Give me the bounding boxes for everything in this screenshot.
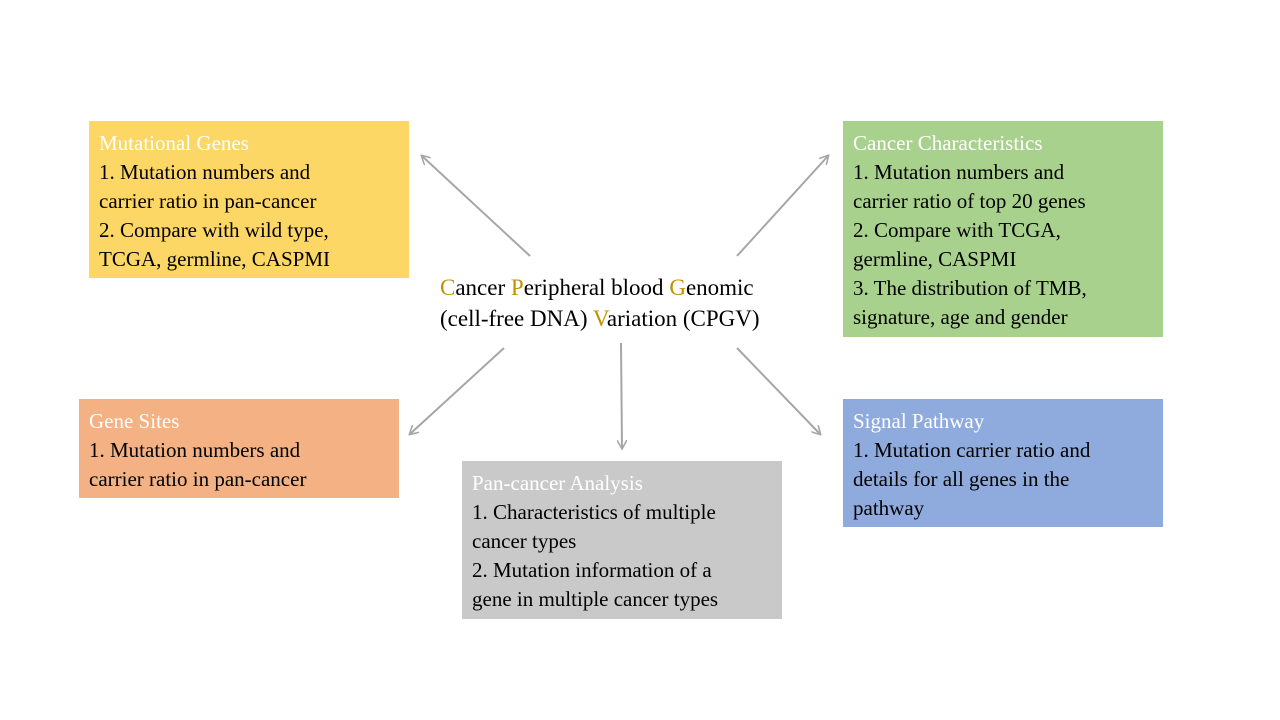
initial-c: C: [440, 275, 456, 300]
mutational-genes-title: Mutational Genes: [99, 131, 249, 155]
pan-cancer-line-2: cancer types: [472, 529, 577, 553]
cpgv-center-label: Cancer Peripheral blood Genomic (cell-fr…: [440, 272, 820, 334]
initial-p: P: [510, 275, 524, 300]
signal-pathway-line-2: details for all genes in the: [853, 467, 1070, 491]
center-word-cancer: ancer: [455, 275, 511, 300]
signal-pathway-line-1: 1. Mutation carrier ratio and: [853, 438, 1091, 462]
pan-cancer-line-3: 2. Mutation information of a: [472, 558, 712, 582]
initial-g: G: [669, 275, 686, 300]
center-word-variation: ariation (CPGV): [606, 306, 760, 331]
cancer-characteristics-line-6: signature, age and gender: [853, 305, 1068, 329]
cancer-characteristics-box: Cancer Characteristics 1. Mutation numbe…: [843, 121, 1163, 337]
gene-sites-box: Gene Sites 1. Mutation numbers and carri…: [79, 399, 399, 498]
cancer-characteristics-title: Cancer Characteristics: [853, 131, 1043, 155]
cancer-characteristics-line-2: carrier ratio of top 20 genes: [853, 189, 1086, 213]
mutational-genes-line-3: 2. Compare with wild type,: [99, 218, 329, 242]
gene-sites-line-1: 1. Mutation numbers and: [89, 438, 301, 462]
mutational-genes-line-2: carrier ratio in pan-cancer: [99, 189, 317, 213]
arrow-to-mutational-genes: [422, 156, 531, 257]
initial-v: V: [592, 306, 607, 331]
mutational-genes-line-4: TCGA, germline, CASPMI: [99, 247, 330, 271]
cancer-characteristics-line-5: 3. The distribution of TMB,: [853, 276, 1087, 300]
center-word-peripheral: eripheral blood: [523, 275, 670, 300]
pan-cancer-line-1: 1. Characteristics of multiple: [472, 500, 716, 524]
pan-cancer-analysis-box: Pan-cancer Analysis 1. Characteristics o…: [462, 461, 782, 619]
arrow-to-gene-sites: [410, 347, 505, 434]
mutational-genes-line-1: 1. Mutation numbers and: [99, 160, 311, 184]
pan-cancer-analysis-title: Pan-cancer Analysis: [472, 471, 643, 495]
center-cell-free-dna: (cell-free DNA): [440, 306, 593, 331]
cancer-characteristics-line-1: 1. Mutation numbers and: [853, 160, 1065, 184]
signal-pathway-line-3: pathway: [853, 496, 925, 520]
gene-sites-line-2: carrier ratio in pan-cancer: [89, 467, 307, 491]
center-line-1: Cancer Peripheral blood Genomic: [440, 272, 820, 303]
cancer-characteristics-line-3: 2. Compare with TCGA,: [853, 218, 1061, 242]
center-line-2: (cell-free DNA) Variation (CPGV): [440, 303, 820, 334]
arrow-to-signal-pathway: [736, 347, 820, 434]
gene-sites-title: Gene Sites: [89, 409, 180, 433]
signal-pathway-title: Signal Pathway: [853, 409, 985, 433]
arrow-to-pan-cancer: [621, 342, 622, 448]
mutational-genes-box: Mutational Genes 1. Mutation numbers and…: [89, 121, 409, 278]
arrow-to-cancer-characteristics: [736, 156, 828, 257]
center-word-genomic: enomic: [685, 275, 754, 300]
pan-cancer-line-4: gene in multiple cancer types: [472, 587, 719, 611]
signal-pathway-box: Signal Pathway 1. Mutation carrier ratio…: [843, 399, 1163, 527]
cancer-characteristics-line-4: germline, CASPMI: [853, 247, 1017, 271]
